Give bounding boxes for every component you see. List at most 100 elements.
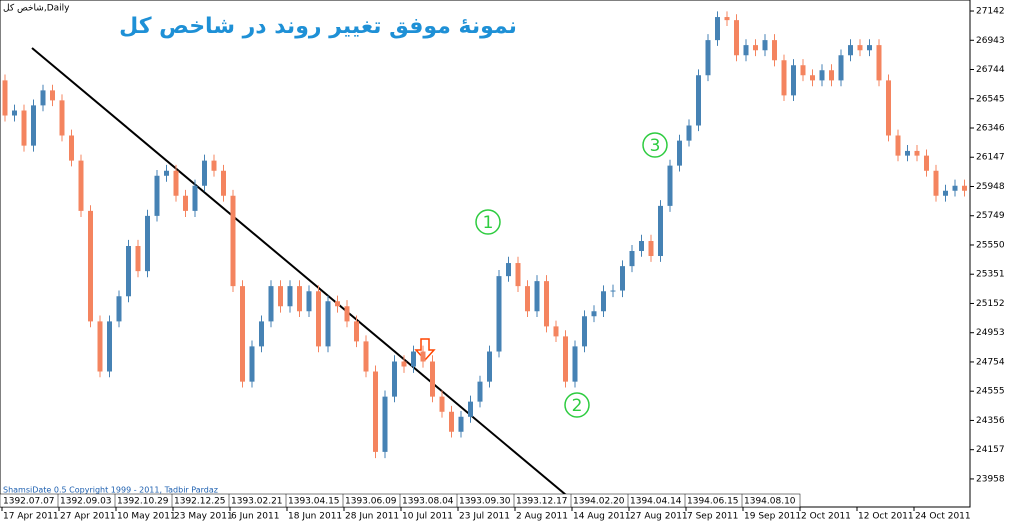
y-tick-label: 26545	[976, 94, 1005, 104]
candle-body	[914, 150, 920, 156]
candle-body	[221, 170, 226, 196]
y-tick-label: 24754	[976, 357, 1005, 367]
y-tick-label: 26346	[976, 123, 1005, 133]
y-tick-label: 27142	[976, 7, 1005, 17]
x-tick-label: 14 Aug 2011	[573, 512, 631, 522]
y-tick-label: 26744	[976, 65, 1005, 75]
x-tick-label: 2 Oct 2011	[801, 512, 851, 522]
shamsi-date: 1393.02.21	[231, 497, 283, 507]
candle-body	[2, 80, 8, 116]
candle-body	[857, 45, 863, 51]
candle-body	[544, 281, 549, 327]
candle-body	[677, 140, 682, 166]
y-tick-label: 26147	[976, 153, 1005, 163]
candle-body	[715, 17, 720, 41]
y-tick-label: 25948	[976, 182, 1005, 192]
candle-body	[325, 301, 331, 347]
candle-body	[316, 291, 321, 347]
x-tick-label: 23 Jul 2011	[459, 512, 510, 522]
candle-body	[202, 160, 207, 186]
candle-body	[515, 263, 521, 287]
shamsi-date: 1392.10.29	[117, 497, 169, 507]
candle-body	[59, 100, 65, 136]
candle-body	[553, 326, 559, 337]
candle-body	[591, 311, 597, 317]
candle-body	[895, 135, 901, 156]
candle-body	[667, 165, 673, 206]
candle-body	[601, 291, 606, 312]
candle-body	[268, 286, 274, 322]
x-tick-label: 24 Oct 2011	[915, 512, 971, 522]
y-tick-label: 24356	[976, 416, 1005, 426]
candle-body	[173, 170, 179, 196]
candle-body	[69, 135, 74, 161]
y-tick-label: 25152	[976, 299, 1005, 309]
candle-body	[867, 45, 872, 51]
candle-body	[211, 160, 217, 171]
candle-body	[240, 286, 245, 382]
candle-body	[829, 70, 834, 81]
x-tick-label: 2 Aug 2011	[516, 512, 568, 522]
candle-body	[791, 65, 796, 96]
candle-body	[620, 266, 625, 291]
candle-body	[88, 210, 93, 322]
symbol-label: شاخص کل,Daily	[3, 4, 70, 14]
candle-body	[401, 361, 407, 367]
candle-body	[183, 195, 188, 211]
candle-body	[962, 185, 967, 191]
candle-body	[734, 20, 739, 56]
x-tick-label: 17 Apr 2011	[3, 512, 59, 522]
chart-title: نمونهٔ موفق تغییر روند در شاخص کل	[119, 14, 517, 39]
candle-body	[905, 150, 910, 156]
candle-body	[762, 40, 768, 51]
shamsi-date: 1394.04.14	[630, 497, 682, 507]
candle-body	[306, 291, 312, 312]
candle-body	[696, 75, 701, 126]
candle-body	[382, 396, 388, 452]
candle-body	[496, 276, 502, 352]
x-tick-label: 19 Sep 2011	[744, 512, 801, 522]
candle-body	[724, 17, 730, 21]
annotation-circle	[564, 392, 590, 418]
candle-body	[876, 45, 882, 81]
y-tick-label: 25351	[976, 270, 1005, 280]
candle-body	[21, 110, 27, 146]
candle-body	[154, 175, 160, 216]
shamsi-date: 1393.06.09	[345, 497, 397, 507]
candle-body	[344, 306, 350, 322]
candle-body	[278, 286, 283, 307]
candle-body	[781, 60, 787, 96]
y-tick-label: 25550	[976, 240, 1005, 250]
candle-body	[192, 185, 198, 211]
shamsi-date: 1393.09.30	[459, 497, 511, 507]
candle-body	[373, 371, 378, 452]
footer: ShamsiDate 0.5 Copyright 1999 - 2011, Ta…	[3, 486, 218, 495]
x-tick-label: 12 Oct 2011	[858, 512, 914, 522]
y-tick-label: 24555	[976, 387, 1005, 397]
candle-body	[259, 321, 264, 347]
shamsi-date: 1393.12.17	[516, 497, 568, 507]
y-tick-label: 25749	[976, 211, 1005, 221]
trend-line	[31, 47, 579, 506]
candle-body	[705, 40, 711, 76]
candle-body	[78, 160, 84, 211]
y-tick-label: 26943	[976, 36, 1005, 46]
shamsi-date: 1392.12.25	[174, 497, 226, 507]
candle-body	[819, 70, 825, 81]
candle-body	[800, 65, 806, 76]
candle-body	[753, 45, 758, 51]
candle-body	[534, 281, 540, 312]
x-tick-label: 23 May 2011	[174, 512, 233, 522]
candle-body	[658, 205, 663, 256]
candle-body	[145, 215, 150, 272]
candle-body	[743, 45, 749, 56]
candle-body	[287, 286, 293, 307]
annotation-circle	[642, 132, 668, 158]
candle-body	[31, 105, 36, 146]
y-tick-label: 23958	[976, 474, 1005, 484]
x-tick-label: 7 Sep 2011	[687, 512, 738, 522]
candle-body	[477, 381, 483, 402]
annotation: 3	[650, 136, 661, 156]
candle-body	[420, 351, 426, 362]
